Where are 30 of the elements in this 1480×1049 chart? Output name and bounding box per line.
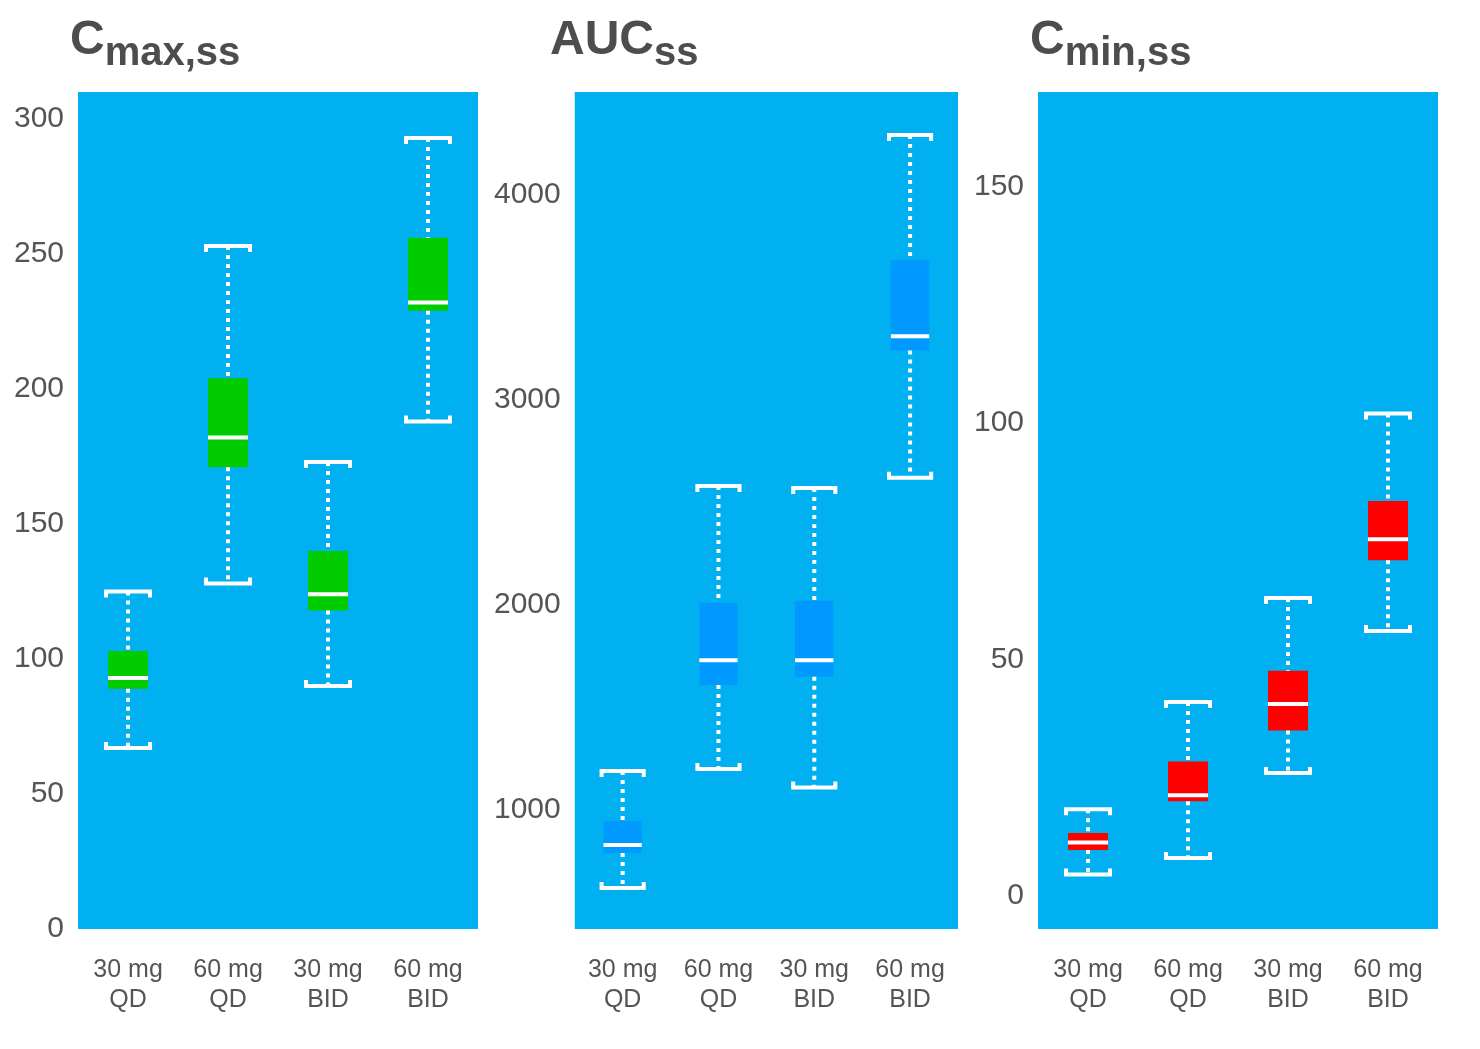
x-tick-label: 60 mg QD xyxy=(1153,953,1223,1012)
chart-title: AUC$_{ss}$ xyxy=(550,10,699,75)
x-tick-label: 30 mg QD xyxy=(1053,953,1123,1012)
y-tick-label: 0 xyxy=(1007,877,1025,911)
y-tick-label: 4000 xyxy=(493,175,561,209)
x-tick-label: 30 mg BID xyxy=(293,953,363,1012)
x-tick-label: 30 mg QD xyxy=(93,953,163,1012)
x-tick-label: 30 mg BID xyxy=(779,953,850,1012)
y-tick-label: 250 xyxy=(13,235,65,269)
y-tick-label: 150 xyxy=(13,505,65,539)
x-tick-label: 60 mg BID xyxy=(393,953,463,1012)
x-tick-label: 30 mg QD xyxy=(587,953,658,1012)
x-tick-label: 60 mg BID xyxy=(1353,953,1423,1012)
y-tick-label: 0 xyxy=(47,910,65,944)
y-tick-label: 1000 xyxy=(493,791,561,825)
y-tick-label: 100 xyxy=(13,640,65,674)
y-tick-label: 200 xyxy=(13,370,65,404)
x-tick-label: 60 mg QD xyxy=(683,953,754,1012)
y-tick-label: 100 xyxy=(973,404,1025,438)
y-tick-label: 50 xyxy=(30,775,65,809)
x-tick-label: 60 mg QD xyxy=(193,953,263,1012)
y-tick-label: 150 xyxy=(973,167,1025,201)
y-tick-label: 2000 xyxy=(493,586,561,620)
chart-title: C$_{min,ss}$ xyxy=(1030,10,1192,75)
x-tick-label: 30 mg BID xyxy=(1253,953,1323,1012)
x-tick-label: 60 mg BID xyxy=(875,953,945,1012)
y-tick-label: 300 xyxy=(13,100,65,134)
y-tick-label: 50 xyxy=(990,640,1025,674)
y-tick-label: 3000 xyxy=(493,380,561,414)
chart-title: C$_{max,ss}$ xyxy=(70,10,241,75)
